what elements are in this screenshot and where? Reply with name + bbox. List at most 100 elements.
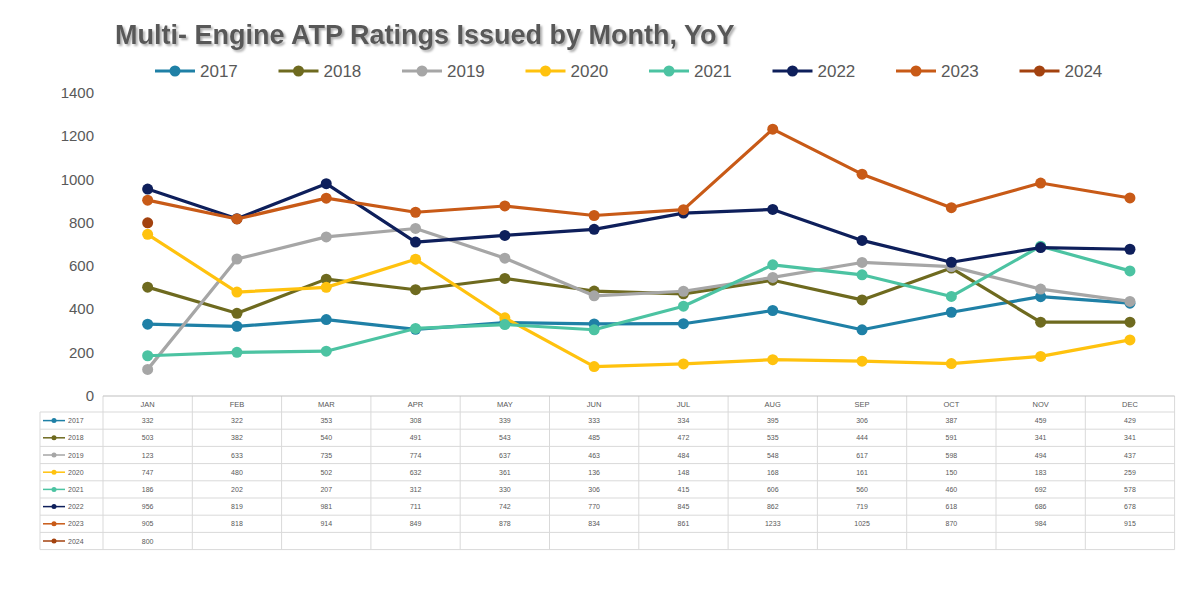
legend-label: 2023: [941, 62, 979, 81]
series-marker: [678, 318, 689, 329]
series-line: [148, 228, 1130, 369]
series: [142, 217, 153, 228]
legend-label: 2024: [1065, 62, 1103, 81]
table-cell: 472: [678, 434, 690, 441]
series-marker: [1035, 317, 1046, 328]
table-cell: 150: [946, 469, 958, 476]
table-cell: 161: [856, 469, 868, 476]
legend-label: 2017: [200, 62, 238, 81]
legend-label: 2019: [447, 62, 485, 81]
series-marker: [857, 356, 868, 367]
y-tick-label: 800: [69, 214, 94, 231]
series-marker: [142, 282, 153, 293]
title: Multi- Engine ATP Ratings Issued by Mont…: [115, 20, 735, 50]
table-cell: 136: [588, 469, 600, 476]
series-marker: [767, 124, 778, 135]
table-cell: 617: [856, 452, 868, 459]
table-cell: 560: [856, 486, 868, 493]
series-marker: [1124, 192, 1135, 203]
series-marker: [1124, 334, 1135, 345]
table-cell: 870: [946, 520, 958, 527]
series-marker: [678, 358, 689, 369]
table-cell: 382: [231, 434, 243, 441]
table-key-marker: [52, 435, 57, 440]
legend-marker: [787, 66, 798, 77]
table-vline: [638, 396, 639, 550]
table-vline: [996, 396, 997, 550]
table-cell: 984: [1035, 520, 1047, 527]
table-cell: 834: [588, 520, 600, 527]
table-cell: 578: [1124, 486, 1136, 493]
data-table: JANFEBMARAPRMAYJUNJULAUGSEPOCTNOVDEC2017…: [40, 396, 1175, 550]
series-marker: [1124, 244, 1135, 255]
table-key-marker: [52, 418, 57, 423]
series-marker: [410, 207, 421, 218]
table-cell: 845: [678, 503, 690, 510]
legend-marker: [170, 66, 181, 77]
chart: Multi- Engine ATP Ratings Issued by Mont…: [0, 0, 1200, 594]
table-cell: 259: [1124, 469, 1136, 476]
table-cell: 429: [1124, 417, 1136, 424]
x-tick-label: MAY: [497, 400, 513, 409]
table-cell: 494: [1035, 452, 1047, 459]
x-tick-label: FEB: [230, 400, 245, 409]
x-axis-line: [103, 396, 1175, 397]
series-marker: [767, 272, 778, 283]
table-cell: 341: [1035, 434, 1047, 441]
series-marker: [1124, 317, 1135, 328]
y-tick-label: 200: [69, 344, 94, 361]
table-cell: 711: [410, 503, 421, 510]
table-cell: 692: [1035, 486, 1047, 493]
series-marker: [410, 324, 421, 335]
table-cell: 632: [410, 469, 422, 476]
table-cell: 818: [231, 520, 243, 527]
table-cell: 1025: [854, 520, 870, 527]
series-marker: [410, 323, 421, 334]
table-cell: 306: [588, 486, 600, 493]
table-cell: 633: [231, 452, 243, 459]
legend: 20172018201920202021202220232024: [155, 62, 1102, 81]
legend-label: 2022: [818, 62, 856, 81]
y-tick-label: 1000: [61, 171, 94, 188]
series-marker: [321, 282, 332, 293]
table-cell: 312: [410, 486, 422, 493]
series-line: [148, 129, 1130, 219]
legend-marker: [293, 66, 304, 77]
table-cell: 905: [142, 520, 154, 527]
series-marker: [857, 324, 868, 335]
series-marker: [857, 169, 868, 180]
table-cell: 548: [767, 452, 779, 459]
table-vline: [1085, 396, 1086, 550]
legend-marker: [417, 66, 428, 77]
series-marker: [1124, 296, 1135, 307]
y-tick-label: 600: [69, 257, 94, 274]
table-cell: 202: [231, 486, 243, 493]
table-cell: 415: [678, 486, 690, 493]
x-tick-label: OCT: [943, 400, 959, 409]
table-vline: [817, 396, 818, 550]
table-hline: [40, 446, 1175, 447]
table-hline: [40, 498, 1175, 499]
table-cell: 207: [320, 486, 332, 493]
table-cell: 387: [946, 417, 958, 424]
table-cell: 330: [499, 486, 511, 493]
table-hline: [40, 532, 1175, 533]
series-line: [148, 268, 1130, 322]
table-key-marker: [52, 539, 57, 544]
series-marker: [857, 294, 868, 305]
series-marker: [142, 195, 153, 206]
series-marker: [142, 319, 153, 330]
series-marker: [321, 178, 332, 189]
series-marker: [589, 324, 600, 335]
table-cell: 915: [1124, 520, 1136, 527]
table-cell: 322: [231, 417, 243, 424]
table-cell: 543: [499, 434, 511, 441]
series: [142, 178, 1135, 268]
x-tick-label: DEC: [1122, 400, 1138, 409]
series-marker: [231, 347, 242, 358]
table-cell: 332: [142, 417, 154, 424]
table-vline: [906, 396, 907, 550]
legend-label: 2018: [324, 62, 362, 81]
table-cell: 719: [856, 503, 868, 510]
table-vline: [192, 396, 193, 550]
